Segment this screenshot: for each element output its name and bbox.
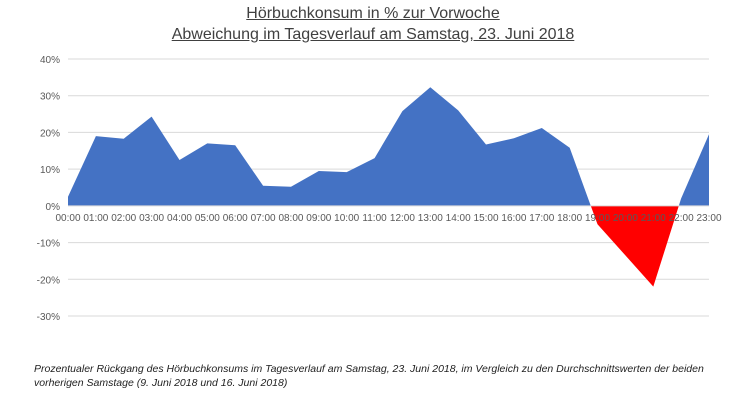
area-negative — [590, 205, 679, 287]
x-tick-label: 07:00 — [251, 213, 276, 224]
x-tick-label: 18:00 — [557, 213, 582, 224]
y-tick-label: -10% — [37, 239, 60, 250]
y-tick-label: 20% — [40, 128, 60, 139]
x-tick-label: 14:00 — [446, 213, 471, 224]
x-tick-label: 06:00 — [223, 213, 248, 224]
y-tick-label: 30% — [40, 92, 60, 103]
x-tick-label: 05:00 — [195, 213, 220, 224]
x-tick-label: 13:00 — [418, 213, 443, 224]
area-positive — [68, 87, 591, 206]
x-tick-label: 22:00 — [669, 213, 694, 224]
chart-subtitle: Abweichung im Tagesverlauf am Samstag, 2… — [171, 26, 575, 43]
chart-title: Hörbuchkonsum in % zur Vorwoche — [246, 5, 500, 22]
x-tick-label: 12:00 — [390, 213, 415, 224]
y-tick-label: -20% — [37, 275, 60, 286]
x-tick-label: 01:00 — [83, 213, 108, 224]
x-tick-label: 04:00 — [167, 213, 192, 224]
x-tick-label: 15:00 — [474, 213, 499, 224]
x-tick-label: 20:00 — [613, 213, 638, 224]
x-tick-label: 02:00 — [111, 213, 136, 224]
area-positive — [678, 134, 709, 206]
y-tick-label: 0% — [46, 202, 61, 213]
x-tick-label: 23:00 — [696, 213, 721, 224]
y-tick-label: -30% — [37, 312, 60, 323]
chart-caption: Prozentualer Rückgang des Hörbuchkonsums… — [34, 363, 704, 389]
x-tick-label: 10:00 — [334, 213, 359, 224]
x-tick-label: 03:00 — [139, 213, 164, 224]
y-tick-label: 10% — [40, 165, 60, 176]
x-tick-label: 11:00 — [362, 213, 387, 224]
x-tick-label: 19:00 — [585, 213, 610, 224]
x-tick-label: 17:00 — [529, 213, 554, 224]
x-tick-label: 21:00 — [641, 213, 666, 224]
x-tick-label: 08:00 — [278, 213, 303, 224]
x-tick-label: 00:00 — [55, 213, 80, 224]
area-chart: 40% 30% 20% 10% 0% -10% -20% -30% 00:00 01:00 02:0… — [37, 55, 722, 323]
y-tick-label: 40% — [40, 55, 60, 66]
x-tick-label: 16:00 — [501, 213, 526, 224]
x-tick-label: 09:00 — [306, 213, 331, 224]
